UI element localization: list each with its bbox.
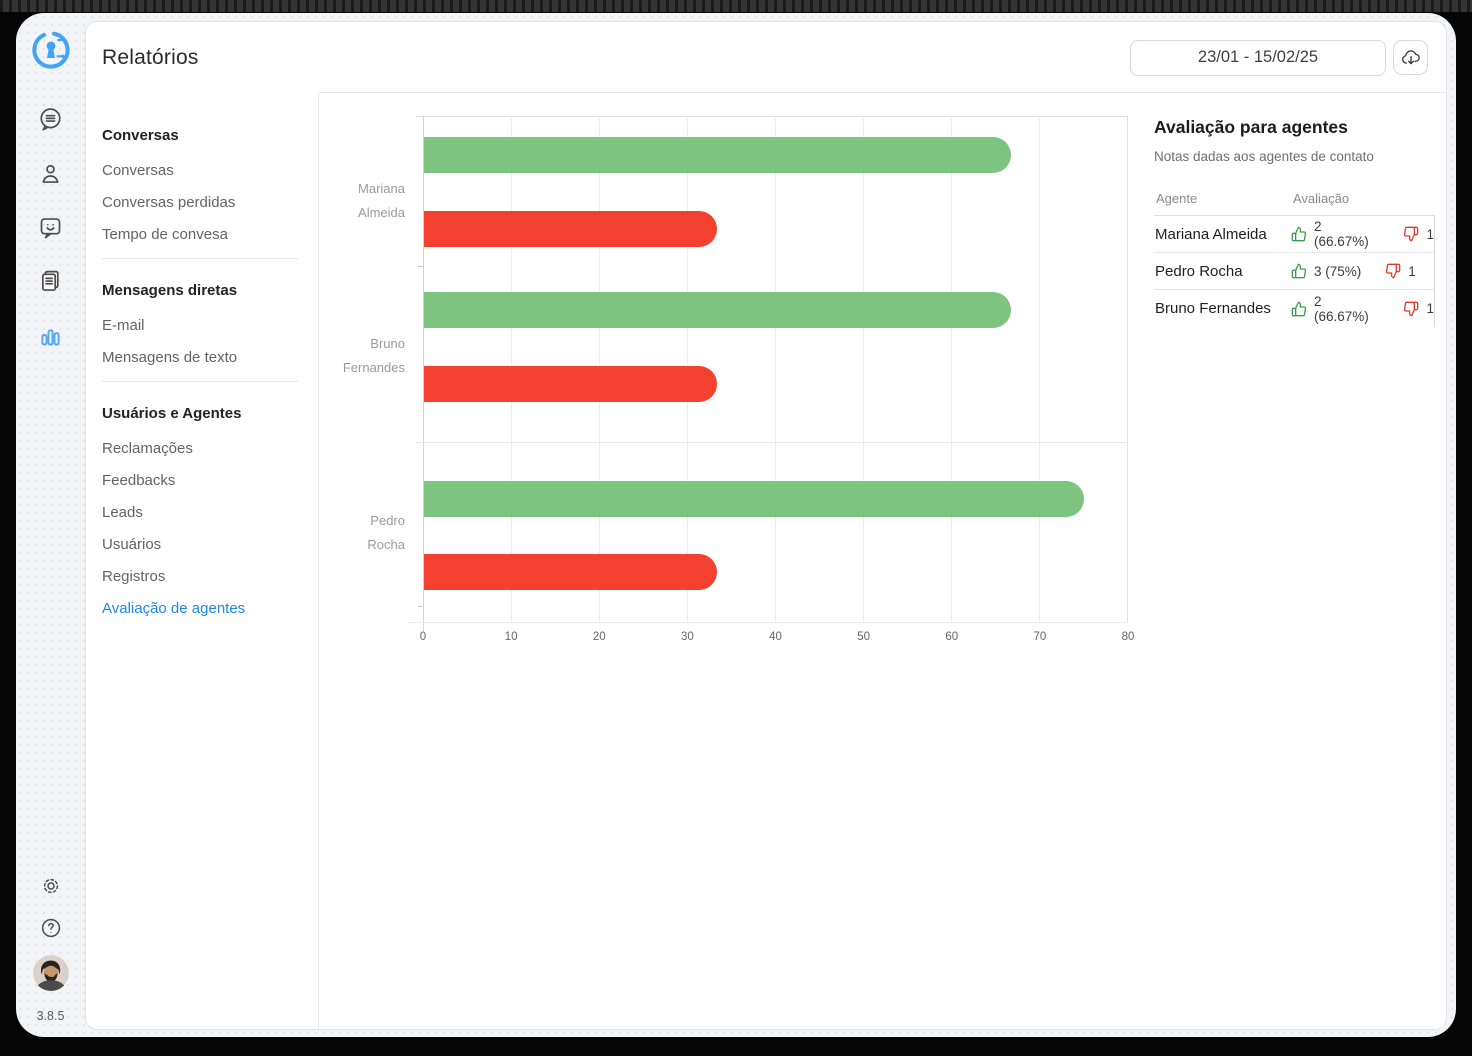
positive-bar-pedro-rocha[interactable] <box>424 481 1084 517</box>
positive-bar-bruno-fernandes[interactable] <box>424 292 1011 328</box>
agent-name: Bruno Fernandes <box>1155 300 1271 317</box>
x-tick-label: 80 <box>1121 631 1135 643</box>
table-row-bruno-fernandes: Bruno Fernandes 2 (66.67%) 1 <box>1154 290 1434 327</box>
gridline <box>775 116 776 623</box>
icon-rail: 3.8.5 <box>16 13 85 1037</box>
contacts-icon[interactable] <box>36 158 66 188</box>
chart-y-labels: Mariana Almeida Bruno Fernandes Pedro Rocha <box>319 116 405 623</box>
cloud-download-icon <box>1400 47 1422 69</box>
category-label: Bruno Fernandes <box>342 336 405 375</box>
thumb-down-icon <box>1404 226 1419 242</box>
gridline <box>1039 116 1040 623</box>
app-window: 3.8.5 Relatórios 23/01 - 15/02/25 Conver… <box>16 13 1456 1037</box>
user-avatar[interactable] <box>32 955 69 991</box>
rating-cell: 3 (75%) 1 <box>1291 263 1434 279</box>
x-tick-label: 60 <box>945 631 959 643</box>
column-header-agent: Agente <box>1156 191 1198 206</box>
page-title: Relatórios <box>102 45 199 69</box>
x-tick-label: 0 <box>419 631 427 643</box>
category-divider-line <box>416 442 1128 443</box>
conversations-icon[interactable] <box>36 104 66 134</box>
negative-bar-mariana-almeida[interactable] <box>424 211 718 247</box>
thumb-up-icon <box>1291 301 1307 316</box>
app-logo-icon <box>29 28 73 72</box>
nav-item-e-mail[interactable]: E-mail <box>102 317 145 334</box>
chart-x-axis: 0 10 20 30 40 50 60 70 80 <box>419 631 1135 649</box>
nav-section-title: Conversas <box>102 127 179 144</box>
nav-divider <box>102 258 298 259</box>
chart-plot <box>407 116 1128 631</box>
nav-item-conversas[interactable]: Conversas <box>102 162 174 179</box>
thumb-up-icon <box>1291 263 1307 279</box>
nav-item-usuários[interactable]: Usuários <box>102 536 162 553</box>
category-label: Pedro Rocha <box>367 513 405 552</box>
nav-section-title: Mensagens diretas <box>102 282 238 299</box>
ratings-table: Agente Avaliação Mariana Almeida 2 (66.6… <box>1154 191 1446 327</box>
thumb-up-count: 2 (66.67%) <box>1314 293 1369 324</box>
thumb-down-count: 1 <box>1426 226 1434 242</box>
gridline <box>951 116 952 623</box>
date-range-input[interactable]: 23/01 - 15/02/25 <box>1130 39 1386 76</box>
rating-cell: 2 (66.67%) 1 <box>1291 294 1434 324</box>
x-tick-label: 50 <box>857 631 871 643</box>
feedback-icon[interactable] <box>36 212 66 242</box>
x-tick-label: 10 <box>504 631 518 643</box>
content-card: Relatórios 23/01 - 15/02/25 Conversas Con… <box>85 21 1447 1030</box>
gridline <box>863 116 864 623</box>
x-tick-label: 20 <box>592 631 606 643</box>
nav-item-leads[interactable]: Leads <box>102 504 143 521</box>
thumb-down-icon <box>1404 301 1419 316</box>
nav-item-tempo-de-convesa[interactable]: Tempo de convesa <box>102 226 228 243</box>
nav-item-feedbacks[interactable]: Feedbacks <box>102 472 176 489</box>
nav-item-avaliação-de-agentes[interactable]: Avaliação de agentes <box>102 600 246 617</box>
y-axis-tick <box>418 606 423 607</box>
table-row-pedro-rocha: Pedro Rocha 3 (75%) 1 <box>1154 253 1434 290</box>
category-label: Mariana Almeida <box>358 181 405 220</box>
nav-item-conversas-perdidas[interactable]: Conversas perdidas <box>102 194 236 211</box>
download-button[interactable] <box>1393 40 1428 75</box>
x-tick-label: 40 <box>769 631 782 643</box>
negative-bar-pedro-rocha[interactable] <box>424 554 718 590</box>
nav-item-mensagens-de-texto[interactable]: Mensagens de texto <box>102 349 238 366</box>
thumb-up-icon <box>1291 226 1307 242</box>
nav-divider <box>102 381 298 382</box>
column-header-rating: Avaliação <box>1293 191 1350 206</box>
positive-bar-mariana-almeida[interactable] <box>424 137 1011 173</box>
reports-nav: Conversas Conversas Conversas perdidas Temp… <box>86 93 319 1029</box>
y-axis-tick <box>418 266 423 267</box>
thumb-down-count: 1 <box>1426 301 1434 316</box>
nav-item-registros[interactable]: Registros <box>102 568 166 585</box>
panel-subtitle: Notas dadas aos agentes de contato <box>1154 149 1374 164</box>
x-tick-label: 30 <box>680 631 694 643</box>
table-row-mariana-almeida: Mariana Almeida 2 (66.67%) 1 <box>1154 216 1434 253</box>
ratings-panel: Avaliação para agentes Notas dadas aos a… <box>1154 93 1446 327</box>
screen-top-edge <box>0 0 1472 12</box>
app-version: 3.8.5 <box>36 1009 65 1023</box>
page-header: Relatórios 23/01 - 15/02/25 <box>86 22 1446 93</box>
reports-icon[interactable] <box>36 320 66 350</box>
x-tick-label: 70 <box>1033 631 1047 643</box>
panel-title: Avaliação para agentes <box>1154 117 1348 137</box>
thumb-up-count: 3 (75%) <box>1314 263 1362 279</box>
report-content: Mariana Almeida Bruno Fernandes Pedro Rocha 0… <box>319 93 1446 1029</box>
settings-icon[interactable] <box>36 871 66 901</box>
table-header: Agente Avaliação <box>1154 191 1435 216</box>
agent-name: Mariana Almeida <box>1155 225 1267 243</box>
thumb-up-count: 2 (66.67%) <box>1314 219 1369 249</box>
negative-bar-bruno-fernandes[interactable] <box>424 366 718 402</box>
help-icon[interactable] <box>36 913 66 943</box>
documents-icon[interactable] <box>36 266 66 296</box>
agent-rating-chart: Mariana Almeida Bruno Fernandes Pedro Rocha 0… <box>319 93 1134 693</box>
rating-cell: 2 (66.67%) 1 <box>1291 219 1434 249</box>
nav-section-title: Usuários e Agentes <box>102 405 242 422</box>
agent-name: Pedro Rocha <box>1155 262 1243 280</box>
thumb-down-icon <box>1386 263 1401 279</box>
thumb-down-count: 1 <box>1408 263 1416 279</box>
nav-item-reclamações[interactable]: Reclamações <box>102 440 193 457</box>
y-axis-line <box>423 116 424 631</box>
